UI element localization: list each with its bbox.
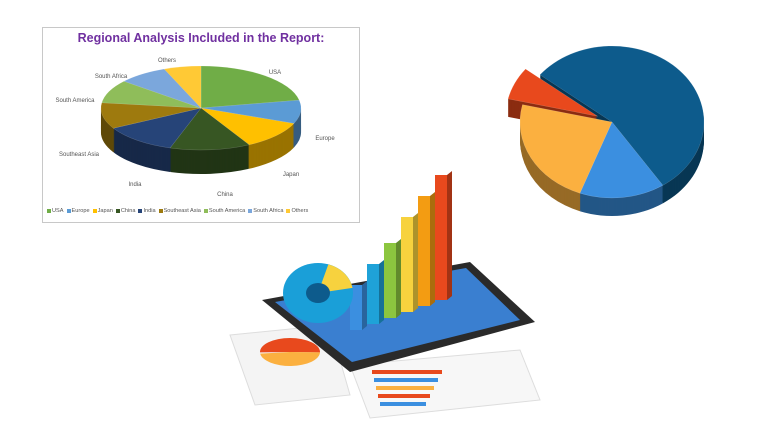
legend-swatch <box>115 208 120 213</box>
bar <box>367 264 379 324</box>
pie-slice-japan <box>200 107 295 146</box>
regional-pie: USA Europe Japan China India Southeast Asia So… <box>55 58 335 198</box>
paper-sheet <box>349 349 541 419</box>
paper-bar <box>380 402 426 406</box>
chart-legend: USA Europe Japan China India Southeast Asia So… <box>47 208 357 215</box>
bar-side <box>396 239 401 318</box>
pie-slice-others <box>163 65 202 109</box>
regional-analysis-chart: USA Europe Japan China India Southeast Asia So… <box>42 27 360 223</box>
pie-slice-3 <box>507 68 598 117</box>
legend-item: India <box>138 208 156 215</box>
donut-hole <box>306 283 330 303</box>
legend-label: China <box>120 208 136 214</box>
pie-slice-0 <box>539 45 705 186</box>
pie-slice-india <box>112 107 202 149</box>
pie-slice-southeast-asia <box>100 102 202 129</box>
legend-label: Europe <box>71 208 90 214</box>
legend-item: Europe <box>66 208 90 215</box>
bar-side <box>413 213 418 312</box>
donut-slice <box>318 264 353 293</box>
paper-bar <box>378 394 430 398</box>
legend-label: Others <box>291 208 309 214</box>
slice-label: China <box>217 192 233 198</box>
legend-swatch <box>66 208 71 213</box>
legend-item: South America <box>203 208 246 215</box>
bar <box>418 196 430 306</box>
legend-swatch <box>92 208 97 213</box>
legend-label: USA <box>52 208 64 214</box>
legend-swatch <box>138 208 143 213</box>
slice-label: India <box>128 182 142 188</box>
bar <box>384 243 396 318</box>
slice-label: Southeast Asia <box>59 152 100 158</box>
legend-item: Southeast Asia <box>158 208 201 215</box>
slice-label: Others <box>158 58 176 64</box>
legend-item: Others <box>286 208 308 215</box>
paper-bar <box>376 386 434 390</box>
bar <box>350 285 362 330</box>
legend-label: South Africa <box>253 208 284 214</box>
legend-swatch <box>47 208 51 213</box>
legend-item: South Africa <box>248 208 283 215</box>
legend-label: Southeast Asia <box>163 208 201 214</box>
legend-swatch <box>286 208 291 213</box>
bar <box>401 217 413 312</box>
slice-label: South America <box>55 98 95 104</box>
pie-slice-china <box>169 107 250 151</box>
legend-swatch <box>248 208 253 213</box>
bar <box>435 175 447 300</box>
pie-slice-south-america <box>101 81 202 109</box>
legend-item: China <box>115 208 136 215</box>
legend-label: India <box>143 208 156 214</box>
paper-bar <box>374 378 438 382</box>
legend-item: Japan <box>92 208 113 215</box>
slice-label: USA <box>269 70 281 76</box>
legend-swatch <box>203 208 208 213</box>
pie-slice-1 <box>579 121 664 199</box>
slice-label: South Africa <box>95 74 128 80</box>
slice-label: Europe <box>315 136 335 142</box>
pie-slice-south-africa <box>123 68 202 109</box>
legend-swatch <box>158 208 163 213</box>
paper-bar <box>372 370 442 374</box>
bar-side <box>430 192 435 306</box>
slice-label: Japan <box>283 172 299 178</box>
legend-label: Japan <box>97 208 113 214</box>
bar-side <box>379 260 384 324</box>
bar-side <box>447 171 452 300</box>
legend-label: South America <box>208 208 246 214</box>
pie-slice-europe <box>200 99 302 124</box>
bar-side <box>362 281 367 330</box>
paper-pie-yellow <box>260 352 320 366</box>
pie-slice-usa <box>200 65 300 109</box>
chart-title: Regional Analysis Included in the Report… <box>77 31 325 45</box>
paper-pie-red <box>260 338 321 353</box>
pie-slice-2 <box>519 104 613 194</box>
legend-item: USA <box>47 208 64 215</box>
tablet-illustration <box>229 171 541 419</box>
